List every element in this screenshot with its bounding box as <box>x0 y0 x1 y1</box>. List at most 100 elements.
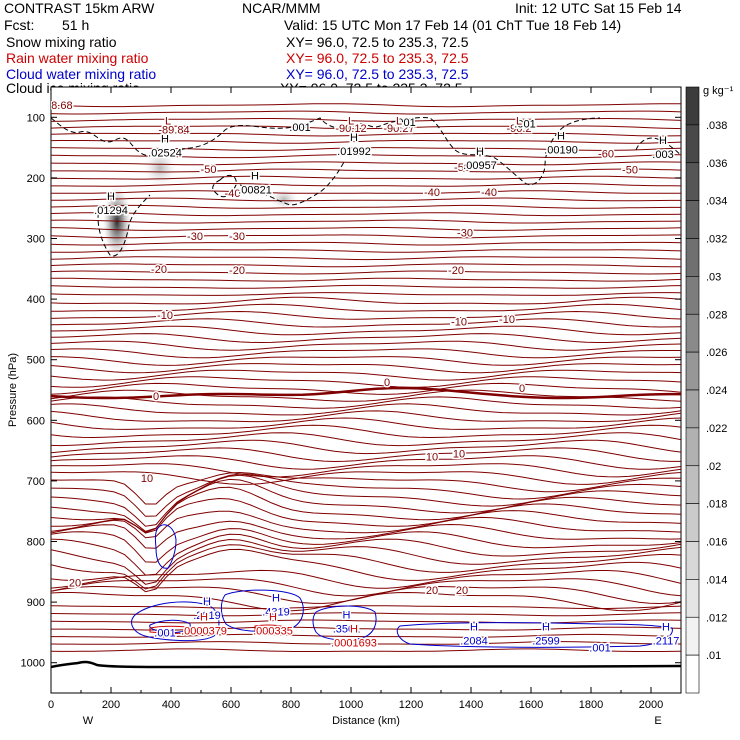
y-tick-label: 1000 <box>21 658 45 670</box>
snow-maximum-value: .003 <box>652 149 673 161</box>
rain-maximum-value: .0000379 <box>181 625 227 637</box>
isotherm-line <box>51 641 681 645</box>
y-tick-label: 500 <box>27 355 45 367</box>
isotherm-line <box>51 110 681 115</box>
isotherm-label: -68.68 <box>41 100 72 112</box>
isotherm-line <box>51 356 681 366</box>
isotherm-line <box>51 605 681 610</box>
cloud-water-maximum-value: .3501 <box>333 623 361 635</box>
isotherm-label: -50 <box>622 164 638 176</box>
isotherm-label: 0 <box>384 377 390 389</box>
snow-shading <box>144 150 176 186</box>
isotherm-label: -50 <box>454 162 470 174</box>
snow-maximum-marker: H <box>557 131 565 143</box>
y-tick-label: 300 <box>27 234 45 246</box>
isotherm-line <box>51 403 681 416</box>
snow-shading <box>270 189 298 209</box>
colorbar-swatch <box>685 579 700 618</box>
cloud-water-contour <box>312 605 377 641</box>
snow-maximum-marker: H <box>251 171 259 183</box>
snow-maximum-marker: H <box>659 135 667 147</box>
isotherm-line <box>51 212 681 217</box>
x-tick-label: 1000 <box>339 699 363 711</box>
isotherm-line <box>51 471 681 505</box>
isotherm-line <box>51 270 681 275</box>
west-end-label: W <box>83 715 94 727</box>
minimum-marker: L <box>165 115 171 127</box>
colorbar-swatch <box>685 616 700 656</box>
snow-contour-dashed <box>212 174 237 198</box>
freezing-level-isotherm <box>51 386 681 400</box>
colorbar-swatch <box>685 541 700 580</box>
x-tick-label: 1200 <box>399 699 423 711</box>
isotherm-line <box>51 463 681 478</box>
isotherm-line <box>51 648 681 652</box>
isotherm-label: -10 <box>499 314 515 326</box>
snow-maximum-marker: H <box>350 132 358 144</box>
cloud-water-maximum-value: .2084 <box>460 635 488 647</box>
snow-contour-dashed <box>51 117 601 186</box>
y-tick-label: 100 <box>27 112 45 124</box>
y-tick-label: 600 <box>27 415 45 427</box>
x-tick-label: 600 <box>222 699 240 711</box>
snow-maximum-value: .00190 <box>544 145 578 157</box>
field-name-snow: Snow mixing ratio <box>6 34 117 50</box>
colorbar-label: .038 <box>706 120 727 132</box>
isotherm-line <box>51 292 681 296</box>
cloud-water-maximum-value: .4319 <box>262 606 290 618</box>
isotherm-line <box>51 396 681 409</box>
isotherm-line <box>51 424 681 439</box>
colorbar-label: .018 <box>706 499 727 511</box>
snow-maximum-value: .01992 <box>337 146 371 158</box>
isotherm-line <box>51 497 681 534</box>
valid-time: Valid: 15 UTC Mon 17 Feb 14 (01 ChT Tue … <box>284 17 621 33</box>
cloud-water-contour <box>396 622 673 648</box>
snow-contour-label: .001 <box>289 122 310 134</box>
isotherm-line <box>51 310 681 320</box>
isotherm-label: -10 <box>157 310 173 322</box>
cloud-water-contour <box>131 601 220 642</box>
isotherm-line <box>51 125 681 130</box>
isotherm-line <box>51 256 681 261</box>
snow-contour-label: .001 <box>514 118 535 130</box>
isotherm-line <box>51 548 681 593</box>
isotherm-label: -40 <box>481 187 497 199</box>
isotherm-label: -60 <box>598 149 614 161</box>
isotherm-line <box>51 348 681 359</box>
isotherm-line <box>51 455 681 470</box>
isotherm-line <box>51 227 681 231</box>
isotherm-line <box>51 376 681 388</box>
x-tick-label: 1400 <box>459 699 483 711</box>
snow-maximum-marker: H <box>161 134 169 146</box>
isotherm-line <box>51 538 681 585</box>
isotherm-label: -30 <box>457 227 473 239</box>
colorbar-label: .016 <box>706 537 727 549</box>
snow-contour-dashed <box>239 159 346 206</box>
isotherm-label: -20 <box>151 264 167 276</box>
fcst-label: Fcst: <box>4 17 34 33</box>
colorbar-label: .032 <box>706 234 727 246</box>
field-xy-cloud-water: XY= 96.0, 72.5 to 235.3, 72.5 <box>286 66 469 82</box>
colorbar-swatch <box>685 654 700 694</box>
cloud-water-maximum-value: .2117 <box>653 635 680 647</box>
isotherm-label: -40 <box>225 188 241 200</box>
cloud-water-contour <box>220 589 304 632</box>
colorbar-swatch <box>685 389 700 429</box>
snow-maximum-value: .02524 <box>148 148 182 160</box>
isotherm-label: -40 <box>424 187 440 199</box>
isotherm-label: -30 <box>187 231 203 243</box>
rain-maximum-value: .0001693 <box>331 637 377 649</box>
isotherm-label: -89.84 <box>158 124 189 136</box>
colorbar-swatch <box>685 465 700 504</box>
y-tick-label: 900 <box>27 597 45 609</box>
colorbar-swatch <box>685 200 700 239</box>
isotherm-line <box>51 325 681 336</box>
isotherm-line <box>51 417 681 430</box>
isotherm-line <box>51 474 681 527</box>
colorbar-label: .01 <box>706 650 721 662</box>
isotherm-line <box>51 249 681 253</box>
isotherm-line <box>51 183 681 187</box>
isotherm-label: -90.27 <box>383 123 414 135</box>
isotherm-line <box>51 439 681 455</box>
